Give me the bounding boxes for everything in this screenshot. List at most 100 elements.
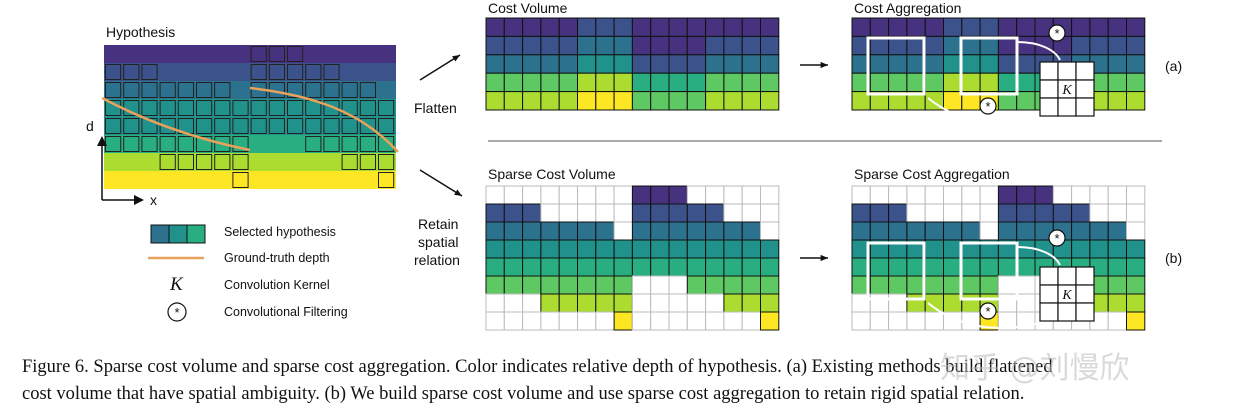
sparse-cost-volume-cell: [540, 239, 560, 259]
cost-volume-cell: [577, 35, 597, 56]
sparse-cost-aggregation-cell: [1089, 239, 1109, 259]
cost-aggregation-cell: [869, 17, 890, 37]
cost-volume-cell: [741, 17, 762, 37]
sparse-cost-volume-cell: [613, 221, 633, 241]
agg-a-kernel-cell: [1057, 97, 1077, 117]
sparse-cost-aggregation-cell: [869, 185, 890, 205]
hypothesis-selected-cell: [141, 64, 158, 80]
sparse-cost-aggregation-cell: [979, 203, 999, 223]
sparse-cost-aggregation-cell: [961, 257, 981, 277]
cost-volume-cell: [613, 54, 633, 74]
sparse-cost-aggregation-cell: [869, 275, 890, 295]
hypothesis-band: [104, 135, 396, 153]
sparse-cost-volume-cell: [485, 293, 505, 313]
cost-volume-cell: [577, 17, 597, 37]
hypothesis-selected-cell: [214, 154, 231, 170]
sparse-cost-aggregation-cell: [888, 203, 908, 223]
hypothesis-selected-cell: [214, 118, 231, 134]
sparse-cost-aggregation-cell: [943, 275, 963, 295]
agg-b-kernel-cell: [1075, 266, 1095, 286]
cost-volume-cell: [613, 35, 633, 56]
sparse-cost-volume-cell: [540, 311, 560, 331]
cost-volume-cell: [631, 54, 652, 74]
hypothesis-selected-cell: [141, 100, 158, 116]
cost-volume-cell: [540, 54, 560, 74]
hypothesis-band: [104, 99, 396, 117]
sparse-cost-volume-cell: [485, 185, 505, 205]
cost-volume-cell: [595, 17, 615, 37]
panel-b-label: (b): [1165, 250, 1183, 266]
sparse-cost-aggregation-cell: [888, 311, 908, 331]
sparse-cost-volume-cell: [705, 275, 725, 295]
sparse-cost-volume-cell: [705, 185, 725, 205]
cost-volume-cell: [705, 17, 725, 37]
hypothesis-selected-cell: [378, 118, 395, 134]
cost-volume-cell: [558, 17, 579, 37]
sparse-cost-aggregation-cell: [1016, 185, 1036, 205]
sparse-cost-volume-cell: [577, 257, 597, 277]
agg-a-window-left: [866, 36, 926, 96]
sparse-cost-aggregation-cell: [997, 221, 1018, 241]
hypothesis-band: [104, 153, 396, 171]
sparse-cost-aggregation-cell: [888, 185, 908, 205]
cost-aggregation-cell: [888, 17, 908, 37]
hypothesis-selected-cell: [123, 118, 140, 134]
hypothesis-selected-cell: [232, 100, 249, 116]
cost-aggregation-cell: [961, 17, 981, 37]
sparse-cost-aggregation-cell: [943, 185, 963, 205]
hypothesis-selected-cell: [359, 100, 376, 116]
sparse-cost-aggregation-cell: [1089, 203, 1109, 223]
hypothesis-selected-cell: [268, 64, 285, 80]
sparse-cost-aggregation-cell: [1126, 311, 1146, 331]
sparse-cost-volume-cell: [650, 293, 670, 313]
sparse-cost-aggregation-cell: [1126, 185, 1146, 205]
agg-a-kernel-cell: [1039, 79, 1059, 99]
sparse-cost-aggregation-cell: [924, 275, 945, 295]
agg-b-kernel-cell: [1039, 302, 1059, 322]
retain-arrow-head: [454, 189, 462, 196]
sparse-cost-volume-cell: [503, 311, 524, 331]
sparse-cost-volume-cell: [650, 203, 670, 223]
cost-volume-cell: [705, 91, 725, 111]
sparse-cost-volume-cell: [723, 275, 743, 295]
sparse-cost-aggregation-cell: [1016, 221, 1036, 241]
sparse-cost-volume-cell: [741, 257, 762, 277]
cost-aggregation-cell: [1016, 91, 1036, 111]
agg-b-window-right: [959, 241, 1019, 301]
cost-volume-cell: [485, 54, 505, 74]
sparse-cost-aggregation-cell: [1052, 185, 1073, 205]
cost-volume-cell: [595, 91, 615, 111]
cost-volume-cell: [558, 35, 579, 56]
sparse-cost-aggregation-cell: [1089, 221, 1109, 241]
hypothesis-selected-cell: [287, 64, 304, 80]
sparse-cost-volume-cell: [522, 239, 542, 259]
sparse-cost-volume-cell: [522, 275, 542, 295]
hypothesis-selected-cell: [305, 82, 322, 98]
caption-line-2: cost volume that have spatial ambiguity.…: [22, 384, 1025, 404]
cost-volume-cell: [485, 91, 505, 111]
cost-volume-cell: [558, 72, 579, 93]
cost-aggregation-cell: [1016, 35, 1036, 56]
cost-volume-cell: [522, 35, 542, 56]
cost-aggregation-cell: [1016, 17, 1036, 37]
cost-volume-cell: [540, 72, 560, 93]
cost-volume-cell: [522, 54, 542, 74]
cost-volume-cell: [741, 91, 762, 111]
sparse-cost-aggregation-cell: [1126, 257, 1146, 277]
cost-aggregation-cell: [943, 54, 963, 74]
sparse-cost-volume-cell: [540, 293, 560, 313]
cost-volume-cell: [577, 91, 597, 111]
hypothesis-selected-cell: [159, 154, 176, 170]
cost-volume-cell: [631, 91, 652, 111]
hypothesis-selected-cell: [341, 118, 358, 134]
hypothesis-selected-cell: [196, 136, 213, 152]
sparse-cost-volume-cell: [613, 203, 633, 223]
agg-b-window-left: [866, 241, 926, 301]
hypothesis-selected-cell: [287, 100, 304, 116]
hypothesis-band: [104, 45, 396, 63]
legend-selected-swatch: [168, 224, 188, 244]
sparse-cost-volume-cell: [760, 203, 780, 223]
sparse-cost-volume-cell: [577, 185, 597, 205]
sparse-cost-aggregation-cell: [851, 221, 871, 241]
sparse-cost-aggregation-cell: [1071, 239, 1091, 259]
